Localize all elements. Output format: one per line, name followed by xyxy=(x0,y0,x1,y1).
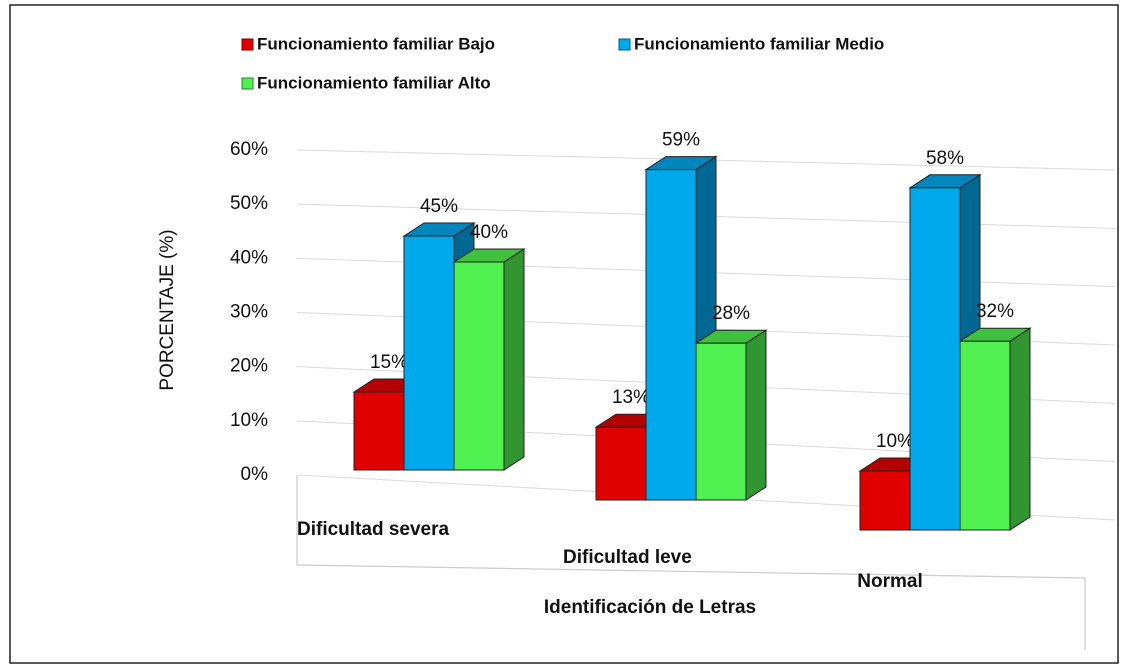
bar-side xyxy=(1009,327,1031,531)
value-label: 40% xyxy=(470,222,508,243)
bar xyxy=(859,470,911,531)
bar-side xyxy=(503,248,525,471)
bar xyxy=(353,391,405,471)
value-label: 15% xyxy=(370,352,408,373)
value-label: 58% xyxy=(926,148,964,169)
value-label: 10% xyxy=(876,431,914,452)
value-label: 13% xyxy=(612,387,650,408)
value-label: 59% xyxy=(662,130,700,151)
y-tick-label: 40% xyxy=(230,247,268,268)
legend-label: Funcionamiento familiar Medio xyxy=(634,34,884,53)
bar-side xyxy=(745,329,767,501)
bar xyxy=(909,187,961,531)
x-axis-title: Identificación de Letras xyxy=(544,597,756,618)
legend-swatch xyxy=(618,38,631,51)
y-tick-label: 30% xyxy=(230,302,268,323)
y-tick-label: 50% xyxy=(230,193,268,214)
x-tick-label: Dificultad leve xyxy=(563,547,692,568)
bar xyxy=(595,426,647,501)
y-axis-title: PORCENTAJE (%) xyxy=(157,229,178,390)
legend-swatch xyxy=(241,77,254,90)
y-tick-label: 0% xyxy=(241,464,269,485)
value-label: 32% xyxy=(976,301,1014,322)
y-tick-label: 10% xyxy=(230,410,268,431)
bar xyxy=(645,169,697,501)
bar xyxy=(403,235,455,471)
x-tick-label: Normal xyxy=(857,571,922,592)
bar xyxy=(453,261,505,471)
value-label: 28% xyxy=(712,303,750,324)
legend-label: Funcionamiento familiar Bajo xyxy=(257,34,495,53)
y-tick-label: 60% xyxy=(230,139,268,160)
legend-label: Funcionamiento familiar Alto xyxy=(257,73,491,92)
bar xyxy=(959,340,1011,531)
y-tick-label: 20% xyxy=(230,356,268,377)
value-label: 45% xyxy=(420,196,458,217)
x-tick-label: Dificultad severa xyxy=(297,519,449,540)
bar xyxy=(695,342,747,501)
floor-outline xyxy=(296,475,1086,650)
legend-swatch xyxy=(241,38,254,51)
